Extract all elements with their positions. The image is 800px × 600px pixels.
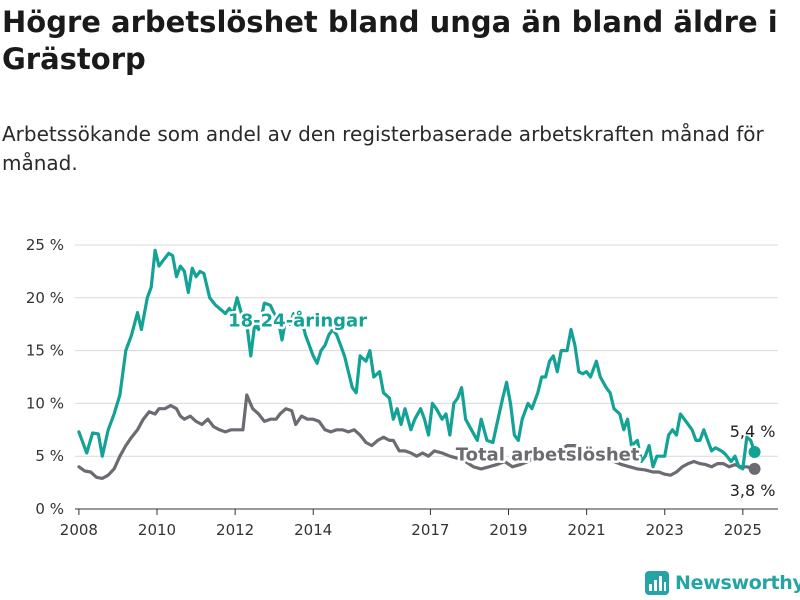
brand-logo[interactable]: Newsworthy [645, 568, 800, 598]
x-tick-label: 2025 [724, 521, 762, 539]
x-tick-label: 2023 [646, 521, 684, 539]
x-tick-label: 2010 [138, 521, 176, 539]
chart-subtitle: Arbetssökande som andel av den registerb… [2, 122, 764, 175]
x-tick-label: 2019 [489, 521, 527, 539]
brand-name: Newsworthy [675, 572, 800, 594]
end-point-youth [748, 445, 761, 458]
x-tick-label: 2014 [294, 521, 332, 539]
y-tick-label: 20 % [26, 289, 64, 307]
chart-title: Högre arbetslöshet bland unga än bland ä… [2, 5, 778, 76]
y-tick-label: 10 % [26, 394, 64, 412]
y-tick-label: 5 % [35, 447, 64, 465]
series-line-total [77, 393, 757, 480]
x-tick-label: 2017 [411, 521, 449, 539]
end-point-total [748, 462, 761, 475]
x-tick-label: 2008 [60, 521, 98, 539]
newsworthy-logo-icon [645, 571, 669, 595]
x-tick-label: 2021 [568, 521, 606, 539]
series-line-youth [77, 248, 757, 471]
series-annotation-total: Total arbetslöshet [456, 444, 640, 465]
y-tick-label: 0 % [35, 500, 64, 518]
end-value-label-total: 3,8 % [730, 481, 776, 500]
series-annotation-youth: 18-24-åringar [228, 309, 367, 331]
end-value-label-youth: 5,4 % [730, 422, 776, 441]
x-tick-label: 2012 [216, 521, 254, 539]
y-tick-label: 15 % [26, 342, 64, 360]
y-tick-label: 25 % [26, 236, 64, 254]
